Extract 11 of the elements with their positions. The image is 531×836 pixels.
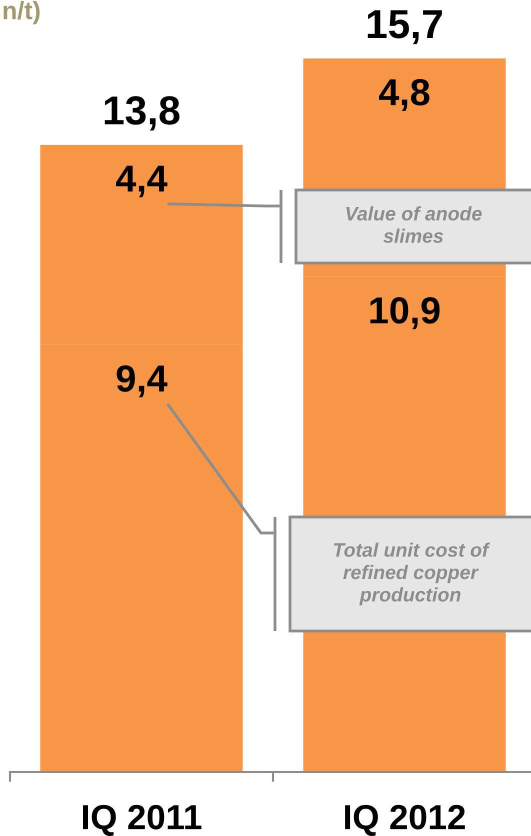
total-label: 13,8 xyxy=(104,96,180,131)
x-tick-label: IQ 2012 xyxy=(345,804,465,836)
data-label: 9,4 xyxy=(116,365,168,398)
data-label: 4,4 xyxy=(116,166,168,198)
series-label: Value of anode slimes xyxy=(346,206,482,243)
x-tick-label: IQ 2011 xyxy=(83,804,202,836)
total-label: 15,7 xyxy=(368,10,442,44)
chart-title: n/t) xyxy=(4,1,40,24)
series-label: Total unit cost of refined copper production xyxy=(334,542,490,606)
data-label: 4,8 xyxy=(379,78,430,111)
data-label: 10,9 xyxy=(370,297,440,330)
